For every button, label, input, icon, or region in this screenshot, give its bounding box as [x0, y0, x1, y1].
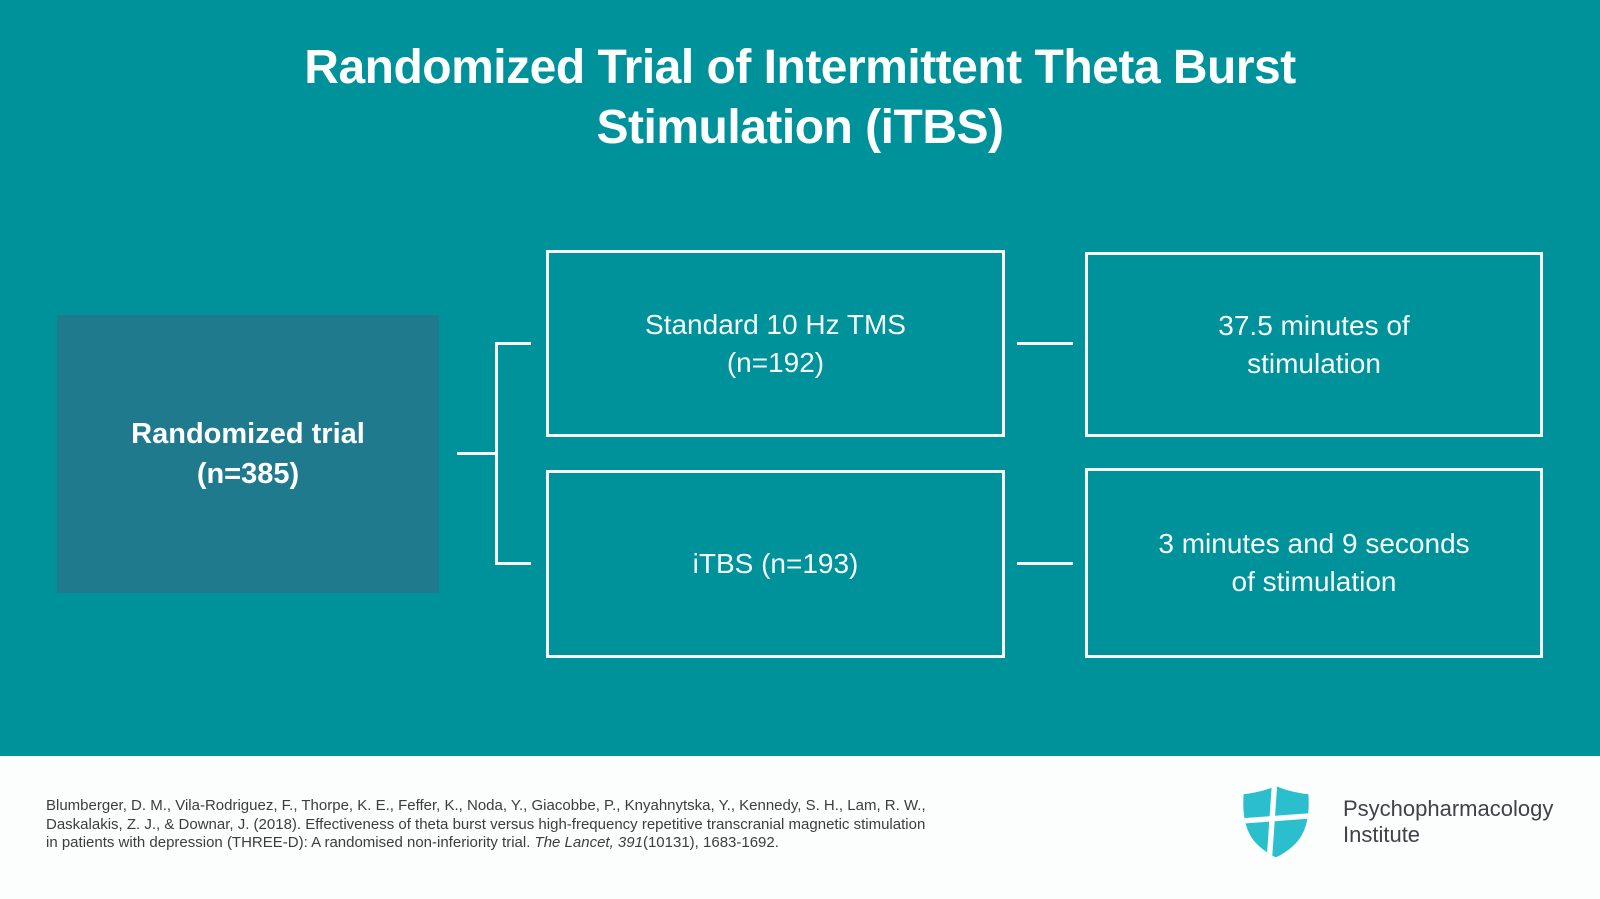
outcome-box-itbs-duration: 3 minutes and 9 seconds of stimulation — [1085, 468, 1543, 658]
arm-box-standard-tms-line1: Standard 10 Hz TMS — [645, 308, 906, 340]
connector-root-stub — [457, 452, 495, 455]
outcome-box-itbs-line2: of stimulation — [1231, 566, 1397, 597]
logo-wordmark: Psychopharmacology Institute — [1343, 796, 1553, 848]
citation-line3-post: (10131), 1683-1692. — [642, 834, 779, 851]
psychopharmacology-institute-logo: Psychopharmacology Institute — [1237, 783, 1553, 860]
root-box-line2: (n=385) — [196, 458, 300, 490]
outcome-box-standard-line2: stimulation — [1247, 347, 1381, 379]
citation-journal-name: The Lancet, 391 — [534, 834, 643, 851]
connector-itbs-to-outcome — [1017, 562, 1073, 565]
outcome-box-standard-line1: 37.5 minutes of — [1218, 309, 1410, 341]
citation-line1: Blumberger, D. M., Vila-Rodriguez, F., T… — [46, 797, 926, 814]
outcome-box-itbs-line1: 3 minutes and 9 seconds — [1158, 528, 1470, 559]
citation-line3-pre: in patients with depression (THREE-D): A… — [46, 834, 535, 851]
arm-box-standard-tms: Standard 10 Hz TMS (n=192) — [546, 250, 1005, 437]
slide-title-line1: Randomized Trial of Intermittent Theta B… — [304, 41, 1296, 94]
root-box-randomized-trial: Randomized trial (n=385) — [57, 315, 439, 593]
arm-box-itbs: iTBS (n=193) — [546, 470, 1005, 658]
citation-line2: Daskalakis, Z. J., & Downar, J. (2018). … — [46, 815, 926, 833]
connector-bracket-bottom-arm — [495, 562, 531, 565]
logo-wordmark-line2: Institute — [1343, 821, 1421, 847]
root-box-line1: Randomized trial — [131, 418, 365, 450]
slide-title: Randomized Trial of Intermittent Theta B… — [0, 38, 1600, 158]
reference-citation: Blumberger, D. M., Vila-Rodriguez, F., T… — [46, 797, 926, 853]
footer-bar: Blumberger, D. M., Vila-Rodriguez, F., T… — [0, 756, 1600, 899]
outcome-box-standard-duration: 37.5 minutes of stimulation — [1085, 252, 1543, 437]
connector-standard-to-outcome — [1017, 342, 1073, 345]
shield-cross-icon — [1243, 786, 1309, 858]
connector-bracket-vertical — [495, 342, 498, 565]
connector-bracket-top-arm — [495, 342, 531, 345]
arm-box-itbs-line1: iTBS (n=193) — [692, 548, 859, 579]
arm-box-standard-tms-line2: (n=192) — [726, 346, 825, 378]
citation-line3: in patients with depression (THREE-D): A… — [46, 834, 926, 853]
slide-title-line2: Stimulation (iTBS) — [596, 101, 1004, 154]
logo-wordmark-line1: Psychopharmacology — [1343, 795, 1554, 821]
